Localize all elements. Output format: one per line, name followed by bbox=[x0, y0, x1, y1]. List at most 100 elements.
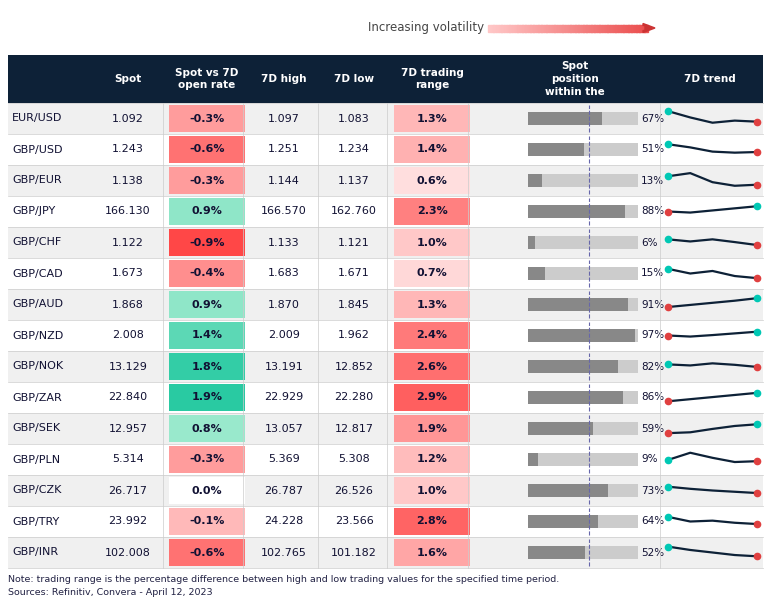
Bar bbox=[394, 260, 470, 287]
Bar bbox=[570, 24, 574, 32]
Text: 102.008: 102.008 bbox=[105, 547, 151, 558]
Bar bbox=[512, 24, 515, 32]
Bar bbox=[394, 384, 470, 411]
Bar bbox=[528, 422, 638, 435]
Bar bbox=[586, 24, 589, 32]
Text: 1.243: 1.243 bbox=[112, 144, 144, 155]
Text: 5.314: 5.314 bbox=[112, 454, 144, 464]
Text: 7D trend: 7D trend bbox=[684, 74, 736, 84]
Text: 12.957: 12.957 bbox=[109, 423, 147, 433]
Text: Spot: Spot bbox=[114, 74, 142, 84]
Bar bbox=[581, 24, 584, 32]
Bar bbox=[8, 351, 763, 382]
Bar bbox=[394, 539, 470, 566]
Bar bbox=[528, 205, 638, 218]
Bar bbox=[8, 258, 763, 289]
Bar bbox=[488, 24, 491, 32]
Bar bbox=[612, 24, 616, 32]
Text: Sources: Refinitiv, Convera - April 12, 2023: Sources: Refinitiv, Convera - April 12, … bbox=[8, 588, 213, 597]
Bar bbox=[528, 453, 538, 466]
Text: 1.4%: 1.4% bbox=[191, 331, 223, 340]
Text: 15%: 15% bbox=[641, 269, 664, 278]
Bar bbox=[169, 260, 245, 287]
Bar bbox=[528, 546, 585, 559]
Bar bbox=[604, 24, 608, 32]
Bar bbox=[567, 24, 571, 32]
Bar bbox=[394, 291, 470, 318]
Text: 2.008: 2.008 bbox=[112, 331, 144, 340]
Bar bbox=[591, 24, 594, 32]
Bar bbox=[626, 24, 629, 32]
Bar bbox=[528, 236, 534, 249]
Bar bbox=[8, 506, 763, 537]
Text: 13.057: 13.057 bbox=[264, 423, 303, 433]
Bar bbox=[169, 477, 245, 504]
Bar bbox=[394, 322, 470, 349]
Bar bbox=[584, 24, 587, 32]
Bar bbox=[562, 24, 565, 32]
Text: 97%: 97% bbox=[641, 331, 664, 340]
Text: 64%: 64% bbox=[641, 516, 664, 527]
Bar bbox=[528, 267, 638, 280]
Text: 1.083: 1.083 bbox=[338, 113, 370, 124]
Text: 1.144: 1.144 bbox=[268, 176, 300, 186]
Text: -0.3%: -0.3% bbox=[190, 176, 224, 186]
Text: 1.4%: 1.4% bbox=[416, 144, 447, 155]
Text: 51%: 51% bbox=[641, 144, 664, 155]
Bar bbox=[169, 415, 245, 442]
Text: 1.121: 1.121 bbox=[338, 238, 370, 248]
Bar bbox=[394, 198, 470, 225]
Text: 166.570: 166.570 bbox=[261, 207, 307, 217]
Bar bbox=[169, 446, 245, 473]
Text: 9%: 9% bbox=[641, 454, 658, 464]
Bar bbox=[565, 24, 568, 32]
Text: 22.280: 22.280 bbox=[335, 392, 374, 402]
Bar bbox=[8, 55, 763, 103]
Bar bbox=[608, 24, 611, 32]
Text: 0.9%: 0.9% bbox=[191, 207, 223, 217]
Text: 7D low: 7D low bbox=[334, 74, 374, 84]
Bar bbox=[394, 446, 470, 473]
Text: 1.9%: 1.9% bbox=[416, 423, 447, 433]
Text: GBP/ZAR: GBP/ZAR bbox=[12, 392, 62, 402]
Text: 86%: 86% bbox=[641, 392, 664, 402]
Bar bbox=[525, 24, 528, 32]
Bar bbox=[528, 298, 638, 311]
Bar bbox=[528, 515, 638, 528]
Bar bbox=[394, 508, 470, 535]
Text: GBP/CAD: GBP/CAD bbox=[12, 269, 62, 278]
Bar bbox=[528, 329, 635, 342]
Bar bbox=[499, 24, 502, 32]
Bar bbox=[621, 24, 624, 32]
Text: 1.3%: 1.3% bbox=[416, 113, 447, 124]
Bar bbox=[394, 477, 470, 504]
Bar bbox=[547, 24, 550, 32]
Bar bbox=[8, 475, 763, 506]
Bar bbox=[169, 353, 245, 380]
Text: GBP/NZD: GBP/NZD bbox=[12, 331, 63, 340]
Bar bbox=[575, 24, 578, 32]
Bar bbox=[528, 515, 598, 528]
Bar bbox=[509, 24, 513, 32]
Bar bbox=[599, 24, 602, 32]
Text: 1.6%: 1.6% bbox=[416, 547, 447, 558]
Bar bbox=[394, 167, 470, 194]
Text: 2.9%: 2.9% bbox=[416, 392, 447, 402]
Text: 22.929: 22.929 bbox=[264, 392, 304, 402]
Bar bbox=[8, 165, 763, 196]
Text: -0.3%: -0.3% bbox=[190, 113, 224, 124]
Bar bbox=[493, 24, 497, 32]
Text: 1.0%: 1.0% bbox=[416, 485, 447, 496]
Text: 166.130: 166.130 bbox=[105, 207, 151, 217]
Text: 1.0%: 1.0% bbox=[416, 238, 447, 248]
Text: 5.369: 5.369 bbox=[268, 454, 300, 464]
Bar bbox=[8, 227, 763, 258]
Bar bbox=[528, 24, 531, 32]
Bar bbox=[541, 24, 544, 32]
Text: 73%: 73% bbox=[641, 485, 664, 496]
Bar bbox=[536, 24, 539, 32]
Bar bbox=[544, 24, 547, 32]
Bar bbox=[645, 24, 648, 32]
Bar bbox=[528, 329, 638, 342]
Text: Spot vs 7D
open rate: Spot vs 7D open rate bbox=[175, 67, 239, 90]
